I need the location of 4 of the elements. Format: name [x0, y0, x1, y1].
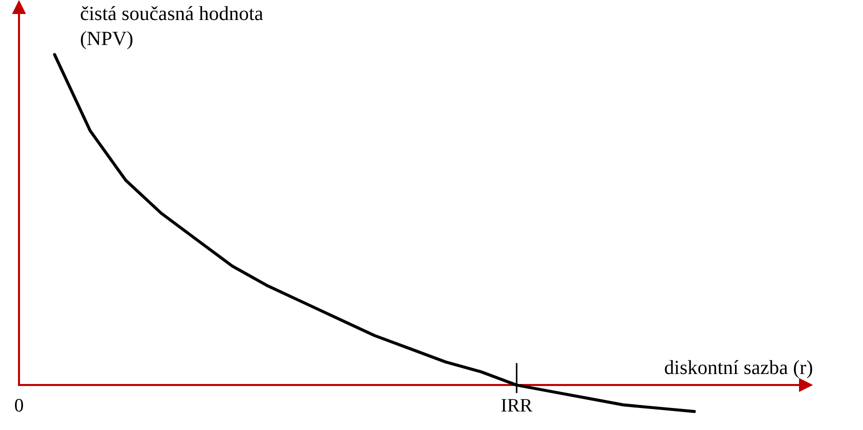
x-tick-label: 0: [14, 395, 24, 416]
x-axis-title: diskontní sazba (r): [664, 356, 813, 381]
y-axis-title: čistá současná hodnota (NPV): [80, 2, 264, 52]
x-tick-label: IRR: [500, 395, 533, 416]
